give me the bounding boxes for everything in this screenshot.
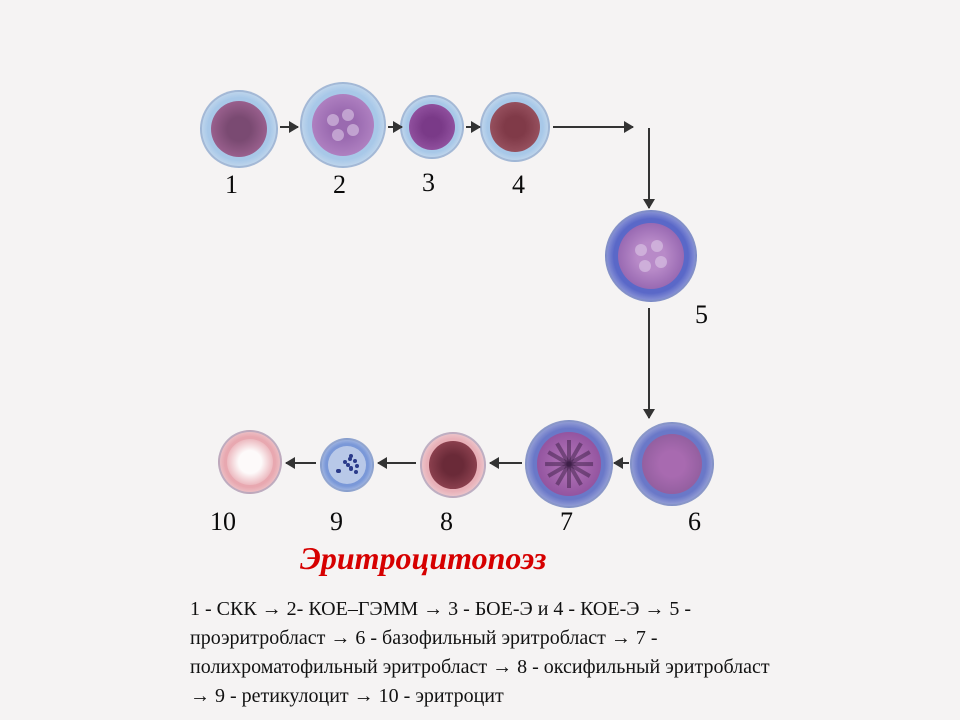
cell-label-4: 4 (512, 170, 525, 200)
cell-label-10: 10 (210, 507, 236, 537)
arrow (553, 126, 633, 128)
cell-10-cytoplasm (227, 439, 273, 485)
arrow (614, 462, 629, 464)
arrow (378, 462, 416, 464)
legend-text: 1 - СКК → 2- КОЕ–ГЭММ → 3 - БОЕ-Э и 4 - … (190, 595, 790, 711)
cell-1-cytoplasm (211, 101, 267, 157)
arrow (648, 308, 650, 418)
arrow (466, 126, 480, 128)
cell-label-2: 2 (333, 170, 346, 200)
cell-label-5: 5 (695, 300, 708, 330)
arrow (490, 462, 522, 464)
arrow (280, 126, 298, 128)
cell-6-cytoplasm (642, 434, 702, 494)
cell-4-cytoplasm (490, 102, 540, 152)
cell-5-cytoplasm (618, 223, 684, 289)
cell-3-cytoplasm (409, 104, 455, 150)
cell-2-cytoplasm (312, 94, 374, 156)
cell-label-8: 8 (440, 507, 453, 537)
cell-8-cytoplasm (429, 441, 477, 489)
diagram-stage: 1 2 3 4 5 6 7 8 9 10 Эритроцитопоэз 1 - СКК → 2- … (0, 0, 960, 720)
arrow (648, 128, 650, 208)
arrow (388, 126, 402, 128)
diagram-title: Эритроцитопоэз (300, 540, 546, 577)
cell-label-3: 3 (422, 168, 435, 198)
cell-label-9: 9 (330, 507, 343, 537)
cell-label-7: 7 (560, 507, 573, 537)
cell-label-6: 6 (688, 507, 701, 537)
arrow (286, 462, 316, 464)
cell-label-1: 1 (225, 170, 238, 200)
